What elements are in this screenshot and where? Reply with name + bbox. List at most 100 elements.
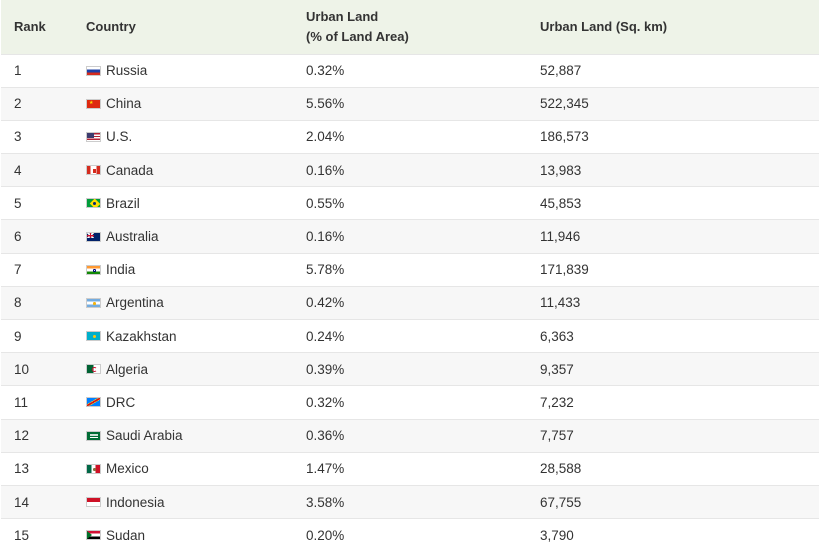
country-name: Mexico bbox=[106, 461, 149, 477]
sudan-flag-icon bbox=[86, 530, 101, 541]
table-row: 12 Saudi Arabia 0.36% 7,757 bbox=[1, 419, 819, 453]
urban-land-area-cell: 13,983 bbox=[540, 162, 582, 178]
urban-land-percent-cell: 5.78% bbox=[306, 262, 345, 278]
urban-land-area-cell: 45,853 bbox=[540, 195, 582, 211]
urban-land-percent-cell: 0.16% bbox=[306, 229, 345, 245]
urban-land-percent-cell: 0.20% bbox=[306, 527, 345, 543]
country-wrapper: Saudi Arabia bbox=[86, 428, 306, 443]
country-name: Australia bbox=[106, 229, 159, 245]
urban-land-percent-cell: 0.24% bbox=[306, 328, 345, 344]
mexico-flag-icon bbox=[86, 463, 101, 474]
urban-land-percent-cell: 0.32% bbox=[306, 63, 345, 79]
table-row: 6 Australia 0.16% 11,946 bbox=[1, 219, 819, 254]
urban-land-area-cell: 11,433 bbox=[540, 295, 581, 311]
header-row: Rank Country Urban Land (% of Land Area)… bbox=[1, 0, 819, 54]
algeria-flag-icon bbox=[86, 364, 101, 375]
urban-land-percent-cell: 3.58% bbox=[306, 494, 345, 510]
country-cell: ★ China bbox=[86, 87, 306, 120]
rank-cell: 5 bbox=[14, 195, 22, 211]
country-cell: Mexico bbox=[86, 452, 306, 485]
rank-cell: 11 bbox=[14, 394, 29, 410]
canada-flag-icon bbox=[86, 165, 101, 176]
country-name: U.S. bbox=[106, 129, 133, 145]
country-cell: Australia bbox=[86, 220, 306, 253]
table-row: 13 Mexico 1.47% 28,588 bbox=[1, 452, 819, 485]
urban-land-percent-cell: 0.42% bbox=[306, 295, 345, 311]
table-row: 5 Brazil 0.55% 45,853 bbox=[1, 186, 819, 220]
table-row: 7 India 5.78% 171,839 bbox=[1, 253, 819, 286]
country-wrapper: Indonesia bbox=[86, 495, 306, 510]
rank-cell: 6 bbox=[14, 229, 22, 245]
urban-land-percent-cell: 0.55% bbox=[306, 195, 345, 211]
country-wrapper: Algeria bbox=[86, 362, 306, 377]
table-body: 1 Russia 0.32% 52,887 2 ★ China 5.56% 522,345 3 U.… bbox=[1, 54, 819, 552]
drc-flag-icon bbox=[86, 397, 101, 408]
urban-land-area-cell: 522,345 bbox=[540, 96, 589, 112]
urban-land-area-cell: 28,588 bbox=[540, 461, 582, 477]
urban-land-percent-cell: 0.39% bbox=[306, 361, 345, 377]
rank-cell: 12 bbox=[14, 428, 30, 444]
table-row: 10 Algeria 0.39% 9,357 bbox=[1, 352, 819, 386]
table-row: 9 Kazakhstan 0.24% 6,363 bbox=[1, 319, 819, 353]
urban-land-percent-cell: 0.36% bbox=[306, 428, 345, 444]
rank-cell: 9 bbox=[14, 328, 22, 344]
table-row: 2 ★ China 5.56% 522,345 bbox=[1, 87, 819, 121]
country-name: Canada bbox=[106, 162, 154, 178]
table-row: 3 U.S. 2.04% 186,573 bbox=[1, 120, 819, 153]
urban-land-area-cell: 3,790 bbox=[540, 527, 574, 543]
country-wrapper: Brazil bbox=[86, 196, 306, 211]
country-wrapper: DRC bbox=[86, 395, 306, 410]
rank-cell: 3 bbox=[14, 129, 22, 145]
urban-land-percent-header: Urban Land (% of Land Area) bbox=[306, 0, 540, 54]
india-flag-icon bbox=[86, 264, 101, 275]
country-cell: Russia bbox=[86, 54, 306, 87]
rank-cell: 2 bbox=[14, 96, 22, 112]
country-name: Russia bbox=[106, 63, 148, 79]
country-cell: India bbox=[86, 253, 306, 286]
urban-land-area-cell: 7,232 bbox=[540, 394, 574, 410]
urban-land-percent-header-line1: Urban Land bbox=[306, 8, 379, 24]
country-wrapper: Sudan bbox=[86, 528, 306, 543]
country-wrapper: ★ China bbox=[86, 96, 306, 111]
table-row: 11 DRC 0.32% 7,232 bbox=[1, 385, 819, 419]
country-name: Sudan bbox=[106, 527, 146, 543]
country-name: India bbox=[106, 262, 136, 278]
country-cell: Kazakhstan bbox=[86, 320, 306, 353]
country-wrapper: U.S. bbox=[86, 129, 306, 144]
urban-land-area-cell: 52,887 bbox=[540, 63, 582, 79]
country-cell: U.S. bbox=[86, 120, 306, 153]
country-wrapper: Argentina bbox=[86, 295, 306, 310]
rank-cell: 7 bbox=[14, 262, 22, 278]
china-flag-icon: ★ bbox=[86, 98, 101, 109]
urban-land-area-cell: 186,573 bbox=[540, 129, 589, 145]
country-name: Brazil bbox=[106, 195, 140, 211]
country-cell: Algeria bbox=[86, 353, 306, 386]
rank-cell: 14 bbox=[14, 494, 30, 510]
country-name: DRC bbox=[106, 394, 136, 410]
country-wrapper: Australia bbox=[86, 229, 306, 244]
rank-cell: 13 bbox=[14, 461, 30, 477]
country-name: Indonesia bbox=[106, 494, 165, 510]
urban-land-area-cell: 67,755 bbox=[540, 494, 582, 510]
rank-cell: 15 bbox=[14, 527, 30, 543]
us-flag-icon bbox=[86, 131, 101, 142]
country-name: China bbox=[106, 96, 142, 112]
country-wrapper: Kazakhstan bbox=[86, 329, 306, 344]
rank-cell: 8 bbox=[14, 295, 22, 311]
table-row: 14 Indonesia 3.58% 67,755 bbox=[1, 485, 819, 519]
rank-cell: 10 bbox=[14, 361, 30, 377]
country-wrapper: Russia bbox=[86, 63, 306, 78]
table-row: 1 Russia 0.32% 52,887 bbox=[1, 54, 819, 87]
country-cell: Saudi Arabia bbox=[86, 419, 306, 452]
country-name: Algeria bbox=[106, 361, 149, 377]
table-row: 15 Sudan 0.20% 3,790 bbox=[1, 518, 819, 552]
country-cell: Indonesia bbox=[86, 485, 306, 518]
table-row: 4 Canada 0.16% 13,983 bbox=[1, 153, 819, 187]
rank-cell: 4 bbox=[14, 162, 22, 178]
country-wrapper: Mexico bbox=[86, 461, 306, 476]
urban-land-area-header: Urban Land (Sq. km) bbox=[540, 18, 668, 34]
urban-land-area-cell: 9,357 bbox=[540, 361, 574, 377]
country-wrapper: India bbox=[86, 262, 306, 277]
table-row: 8 Argentina 0.42% 11,433 bbox=[1, 286, 819, 320]
